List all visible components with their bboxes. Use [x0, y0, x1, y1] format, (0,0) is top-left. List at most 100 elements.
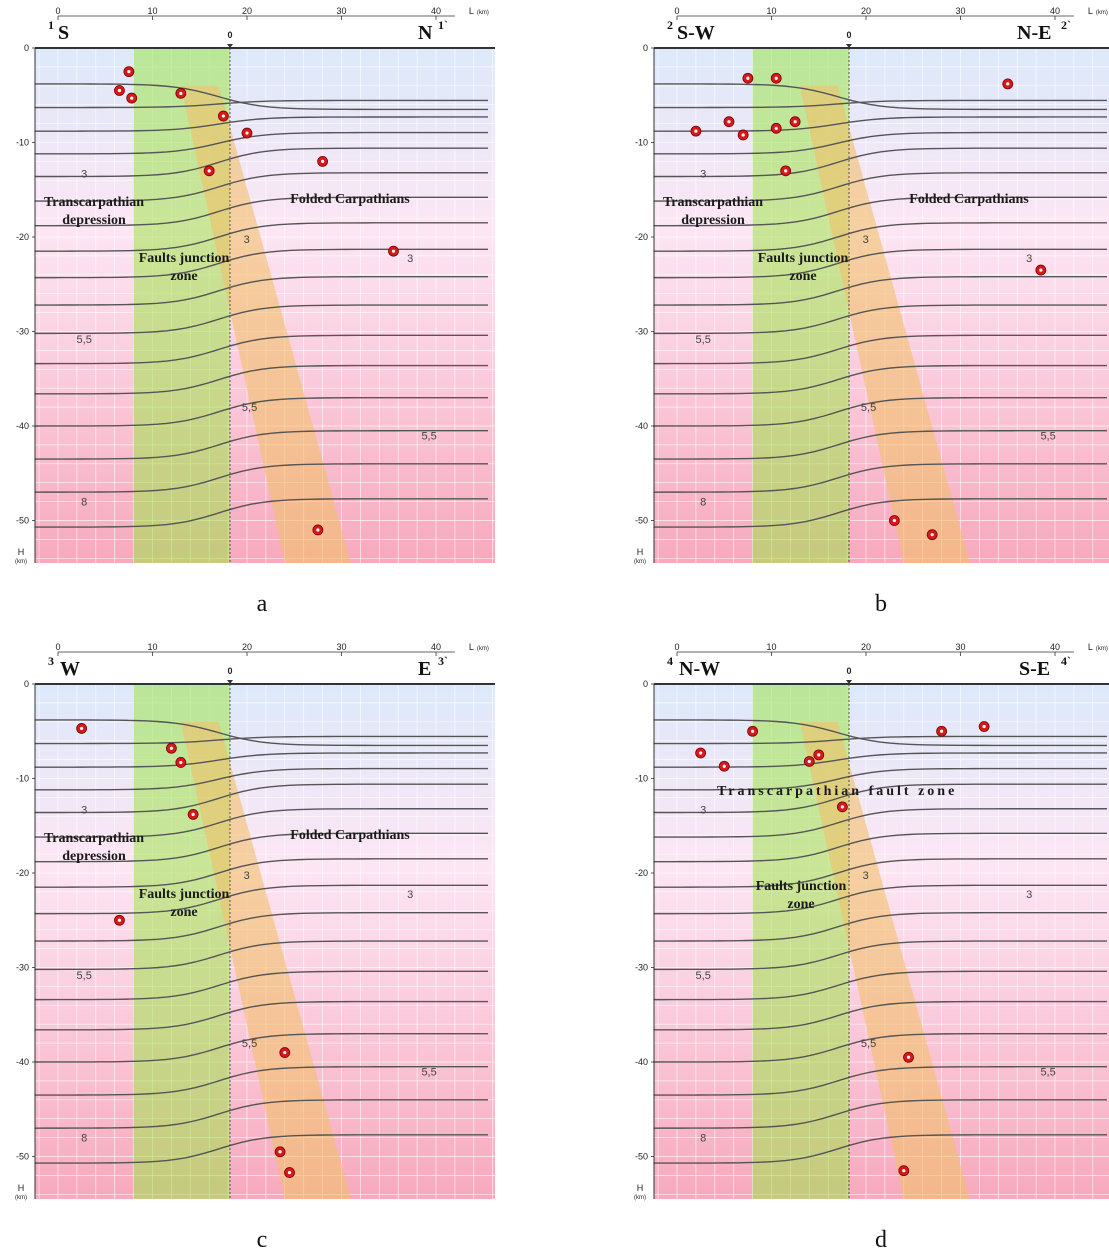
isoline: [653, 498, 1107, 528]
left-tick-label: -20: [635, 868, 648, 878]
left-direction-label: N-W: [679, 658, 721, 680]
isoline: [34, 396, 488, 427]
isoline-label: 3: [407, 889, 413, 901]
left-tick-label: 0: [643, 43, 648, 53]
top-tick-label: 0: [55, 642, 60, 652]
top-unit-sub: (km): [477, 646, 489, 652]
isoline: [34, 334, 488, 365]
isoline-label: 3: [244, 870, 250, 882]
isoline-label: 3: [1026, 889, 1032, 901]
right-direction-label: E: [418, 658, 432, 680]
isoline-label: 3: [863, 870, 869, 882]
left-tick-label: -50: [16, 516, 29, 526]
left-tick-label: 0: [643, 679, 648, 689]
isoline-label: 3: [700, 169, 706, 181]
top-unit-label: L: [469, 6, 474, 16]
hypocenter-center: [127, 70, 131, 74]
left-tick-label: -30: [16, 327, 29, 337]
left-tick-label: -50: [635, 1152, 648, 1162]
top-tick-label: 10: [147, 642, 157, 652]
left-tick-label: -40: [16, 421, 29, 431]
left-tick-label: -50: [16, 1152, 29, 1162]
isoline-label: 5,5: [77, 334, 92, 346]
top-tick-label: 30: [336, 6, 346, 16]
left-tick-label: -30: [635, 327, 648, 337]
top-tick-label: 40: [1050, 642, 1060, 652]
isoline: [653, 719, 1107, 747]
isoline: [34, 1099, 488, 1129]
isoline: [653, 735, 1107, 745]
hypocenter-center: [930, 533, 934, 537]
isoline-label: 3: [700, 805, 706, 817]
left-tick-label: -20: [635, 232, 648, 242]
hypocenter-center: [817, 753, 821, 757]
hypocenter-center: [130, 96, 134, 100]
fault-zone-band: [799, 85, 970, 564]
isoline: [34, 752, 488, 768]
isoline: [34, 172, 488, 202]
panel-caption: b: [875, 591, 887, 617]
hypocenter-center: [902, 1169, 906, 1173]
folded-carpathians-label: Folded Carpathians: [290, 192, 410, 207]
isoline-label: 5,5: [861, 402, 876, 414]
top-tick-label: 20: [861, 642, 871, 652]
hypocenter-center: [179, 760, 183, 765]
isoline: [653, 940, 1107, 971]
panel-caption: c: [256, 1227, 268, 1253]
left-profile-number: 3: [48, 654, 54, 668]
top-tick-label: 10: [147, 6, 157, 16]
hypocenter-center: [774, 76, 778, 80]
left-unit-sub: (km): [634, 559, 646, 565]
left-unit-sub: (km): [634, 1195, 646, 1201]
isoline: [653, 304, 1107, 335]
top-tick-label: 20: [242, 6, 252, 16]
hypocenter-center: [793, 120, 797, 124]
hypocenter-center: [191, 812, 195, 817]
isoline: [653, 222, 1107, 252]
origin-marker: [845, 44, 852, 48]
transcarpathian-depression-label: Transcarpathian depression: [662, 195, 764, 228]
top-unit-sub: (km): [477, 10, 489, 16]
isoline: [653, 116, 1107, 132]
isoline-label: 3: [81, 169, 87, 181]
isoline: [34, 275, 488, 306]
hypocenter-center: [278, 1150, 282, 1154]
left-unit-label: H: [18, 547, 25, 557]
folded-carpathians-label: Folded Carpathians: [290, 828, 410, 843]
isoline: [34, 463, 488, 493]
folded-carpathians-label: Folded Carpathians: [909, 192, 1029, 207]
left-profile-number: 2: [667, 18, 673, 32]
hypocenter-center: [774, 126, 778, 130]
isoline: [653, 99, 1107, 109]
isoline-label: 3: [81, 805, 87, 817]
panel-b: 3 3 3 5,5 5,5 5,5 8 0 10 20 30 40 L (km) 0 0 -10 -20 -30 -4…: [634, 6, 1109, 617]
isoline: [653, 430, 1107, 460]
isoline: [653, 970, 1107, 1001]
top-unit-sub: (km): [1096, 10, 1108, 16]
left-direction-label: S-W: [677, 22, 715, 44]
left-tick-label: -10: [16, 774, 29, 784]
panel-d: 3 3 3 5,5 5,5 5,5 8 0 10 20 30 40 L (km) 0 0 -10 -20 -30 -4…: [634, 642, 1109, 1253]
left-unit-sub: (km): [15, 559, 27, 565]
left-direction-label: S: [58, 22, 70, 44]
hypocenter-center: [221, 114, 225, 118]
isoline: [653, 172, 1107, 202]
right-direction-label: N: [418, 22, 433, 44]
origin-label: 0: [846, 666, 851, 676]
isoline-label: 8: [81, 1133, 87, 1145]
hypocenter-center: [694, 129, 698, 133]
faults-junction-label: Faults junction zone: [757, 251, 849, 284]
hypocenter-center: [1006, 82, 1010, 86]
isoline: [653, 884, 1107, 915]
top-tick-label: 40: [431, 6, 441, 16]
left-unit-label: H: [637, 1183, 644, 1193]
fault-zone-band: [180, 721, 351, 1199]
isoline: [653, 196, 1107, 227]
isoline-label: 8: [700, 1133, 706, 1145]
isoline: [34, 940, 488, 971]
isoline: [34, 911, 488, 942]
hypocenter-center: [117, 918, 122, 922]
